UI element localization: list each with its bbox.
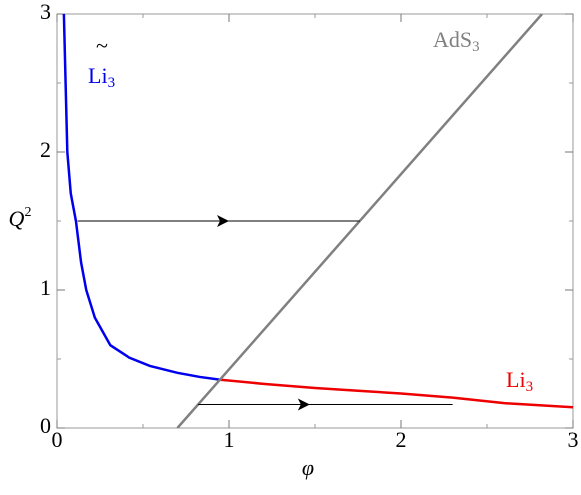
- x-tick-label: 1: [224, 427, 235, 452]
- y-label-sup: 2: [24, 205, 31, 220]
- label-tilde: ~: [96, 33, 108, 58]
- curve-label-main: Li: [88, 63, 108, 88]
- curve-label-sub: 3: [526, 379, 534, 395]
- x-tick-label: 2: [396, 427, 407, 452]
- x-tick-label: 3: [568, 427, 579, 452]
- x-tick-label: 0: [52, 427, 63, 452]
- y-tick-label: 0: [40, 413, 51, 438]
- y-axis-label: Q2: [9, 205, 32, 231]
- curve-label-sub: 3: [472, 39, 480, 55]
- y-tick-label: 3: [40, 0, 51, 24]
- curve-label: Li3: [506, 367, 533, 395]
- y-tick-label: 2: [40, 137, 51, 162]
- series-line: [220, 378, 573, 409]
- x-axis-label: φ: [302, 455, 314, 480]
- curve-label: AdS3: [433, 27, 480, 55]
- series-line: [62, 14, 221, 381]
- curve-label-main: Li: [506, 367, 526, 392]
- curve-label: Li3: [88, 63, 115, 91]
- y-tick-label: 1: [40, 275, 51, 300]
- curve-label-sub: 3: [108, 75, 116, 91]
- curve-label-main: AdS: [433, 27, 472, 52]
- y-label-main: Q: [9, 206, 25, 231]
